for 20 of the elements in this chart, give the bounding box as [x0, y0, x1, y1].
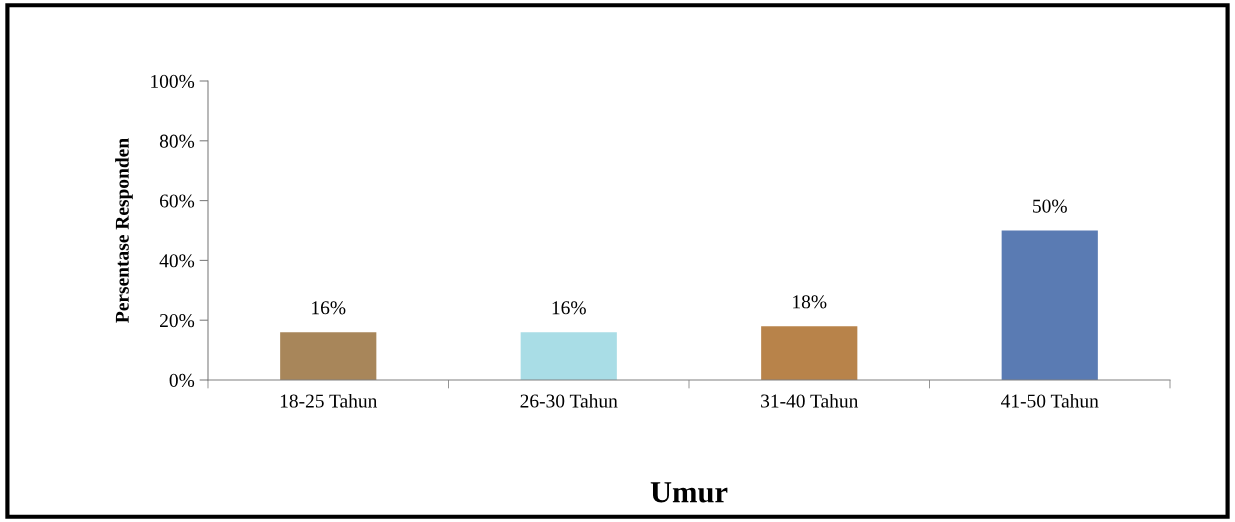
x-tick-label: 26-30 Tahun — [520, 393, 618, 408]
bar — [520, 332, 617, 380]
x-tick-label: 31-40 Tahun — [761, 393, 859, 408]
y-tick-label: 60% — [160, 194, 195, 208]
data-label: 16% — [312, 301, 346, 315]
y-tick-label: 80% — [159, 134, 195, 148]
x-axis-title: Umur — [650, 482, 728, 503]
x-tick-label: 18-25 Tahun — [280, 393, 378, 408]
y-tick-label: 0% — [169, 373, 195, 387]
y-tick-label: 100% — [151, 74, 195, 88]
data-label: 50% — [1033, 199, 1067, 213]
y-tick-label: 40% — [159, 254, 195, 268]
bar — [1001, 230, 1098, 380]
x-tick-label: 41-50 Tahun — [1001, 393, 1099, 408]
data-label: 16% — [552, 301, 586, 315]
bar — [761, 326, 858, 380]
y-axis-title: Persentase Responden — [115, 138, 133, 323]
y-tick-label: 20% — [160, 314, 195, 328]
data-label: 18% — [793, 295, 827, 309]
bar — [280, 332, 377, 380]
